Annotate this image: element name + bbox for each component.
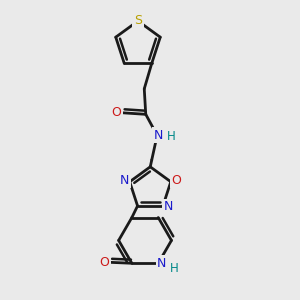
Text: S: S: [134, 14, 142, 28]
Text: N: N: [157, 257, 167, 270]
Text: N: N: [154, 129, 163, 142]
Text: O: O: [171, 174, 181, 187]
Text: H: H: [169, 262, 178, 275]
Text: O: O: [112, 106, 122, 119]
Text: H: H: [167, 130, 176, 143]
Text: N: N: [120, 174, 129, 187]
Text: N: N: [164, 200, 173, 213]
Text: O: O: [99, 256, 109, 269]
